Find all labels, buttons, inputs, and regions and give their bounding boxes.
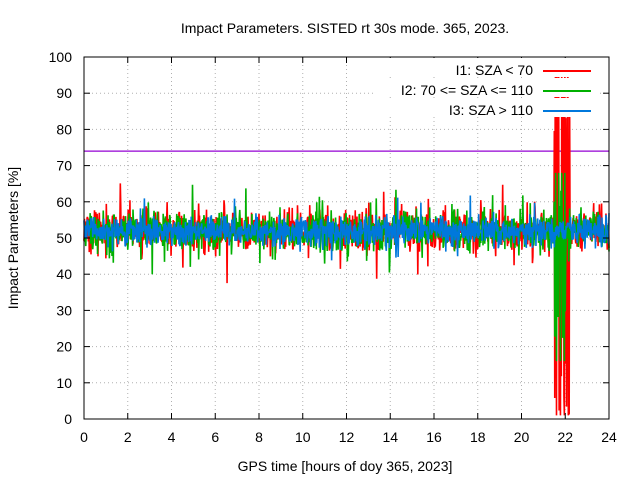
x-tick-label: 14	[382, 429, 398, 445]
y-tick-label: 60	[56, 194, 72, 210]
y-tick-label: 40	[56, 266, 72, 282]
y-tick-label: 100	[49, 49, 73, 65]
axis-ticks	[83, 56, 610, 420]
y-tick-label: 70	[56, 158, 72, 174]
y-axis-title: Impact Parameters [%]	[5, 167, 21, 309]
x-tick-label: 6	[211, 429, 219, 445]
legend-background	[375, 98, 600, 117]
x-tick-label: 8	[255, 429, 263, 445]
x-tick-label: 24	[601, 429, 617, 445]
x-tick-label: 16	[426, 429, 442, 445]
series-line-3	[83, 195, 610, 261]
x-tick-label: 20	[514, 429, 530, 445]
legend-background	[375, 78, 600, 97]
legend-label: I1: SZA < 70	[456, 62, 534, 78]
legend: I1: SZA < 70 I2: 70 <= SZA <= 110 I3: SZA …	[375, 58, 600, 118]
y-tick-label: 50	[56, 230, 72, 246]
x-tick-label: 10	[295, 429, 311, 445]
x-tick-label: 0	[80, 429, 88, 445]
y-tick-label: 80	[56, 121, 72, 137]
x-tick-label: 22	[557, 429, 573, 445]
y-tick-label: 10	[56, 375, 72, 391]
tick-labels: 0 2 4 6 8 10 12 14 16 18 20 22 240102030405060708090…	[49, 49, 617, 445]
x-axis-title: GPS time [hours of doy 365, 2023]	[238, 458, 453, 474]
x-tick-label: 18	[470, 429, 486, 445]
y-tick-label: 20	[56, 339, 72, 355]
chart-title: Impact Parameters. SISTED rt 30s mode. 3…	[181, 20, 509, 36]
x-tick-label: 2	[124, 429, 132, 445]
legend-label: I3: SZA > 110	[449, 102, 533, 118]
y-tick-label: 90	[56, 85, 72, 101]
x-tick-label: 12	[339, 429, 355, 445]
legend-background	[375, 58, 600, 77]
y-tick-label: 0	[64, 411, 72, 427]
legend-label: I2: 70 <= SZA <= 110	[401, 82, 533, 98]
x-tick-label: 4	[168, 429, 176, 445]
series-layer	[83, 67, 610, 416]
y-tick-label: 30	[56, 302, 72, 318]
